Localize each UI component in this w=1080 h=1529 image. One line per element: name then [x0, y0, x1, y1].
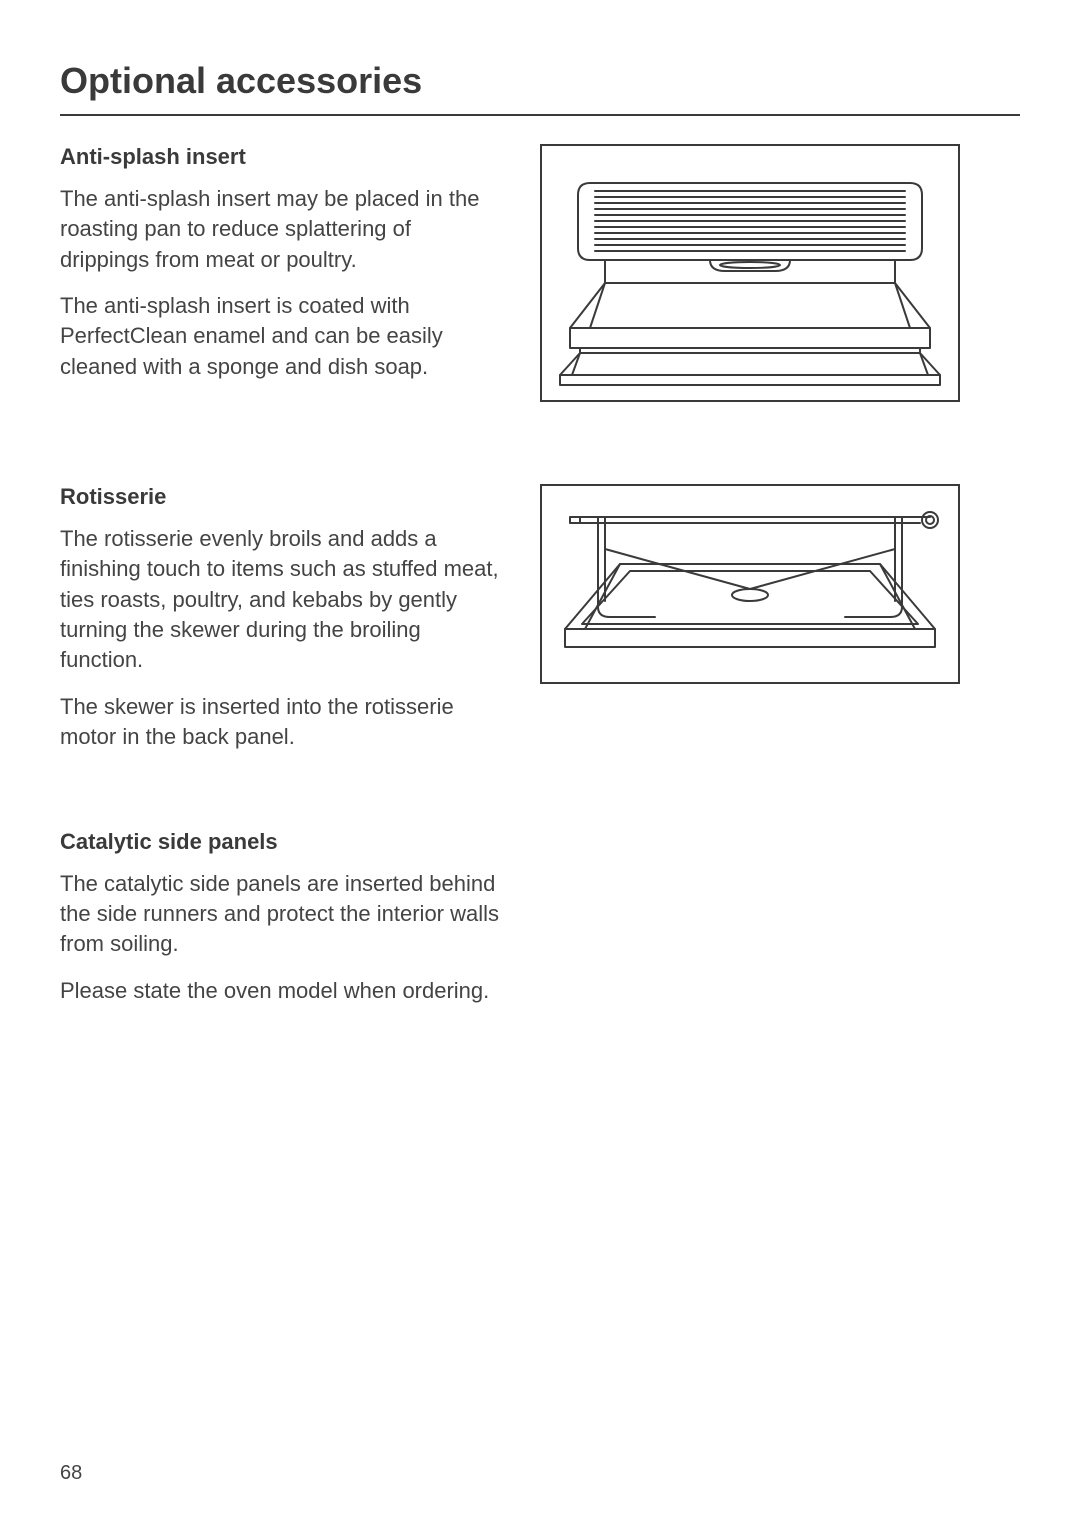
heading-catalytic: Catalytic side panels [60, 829, 500, 855]
section-catalytic: Catalytic side panels The catalytic side… [60, 829, 1020, 1022]
section-anti-splash: Anti-splash insert The anti-splash inser… [60, 144, 1020, 424]
para-catalytic-1: The catalytic side panels are inserted b… [60, 869, 500, 960]
image-frame-rotisserie [540, 484, 960, 684]
section-rotisserie: Rotisserie The rotisserie evenly broils … [60, 484, 1020, 769]
anti-splash-insert-icon [550, 153, 950, 393]
image-frame-anti-splash [540, 144, 960, 402]
rotisserie-icon [550, 489, 950, 679]
para-anti-splash-2: The anti-splash insert is coated with Pe… [60, 291, 500, 382]
para-catalytic-2: Please state the oven model when orderin… [60, 976, 500, 1006]
page-number: 68 [60, 1462, 82, 1485]
para-rotisserie-2: The skewer is inserted into the rotisser… [60, 692, 500, 753]
para-rotisserie-1: The rotisserie evenly broils and adds a … [60, 524, 500, 676]
page-title: Optional accessories [60, 60, 1020, 116]
heading-anti-splash: Anti-splash insert [60, 144, 500, 170]
image-anti-splash [520, 144, 980, 424]
section-text-rotisserie: Rotisserie The rotisserie evenly broils … [60, 484, 500, 769]
section-text-anti-splash: Anti-splash insert The anti-splash inser… [60, 144, 500, 424]
section-text-catalytic: Catalytic side panels The catalytic side… [60, 829, 500, 1022]
heading-rotisserie: Rotisserie [60, 484, 500, 510]
para-anti-splash-1: The anti-splash insert may be placed in … [60, 184, 500, 275]
image-rotisserie [520, 484, 980, 764]
